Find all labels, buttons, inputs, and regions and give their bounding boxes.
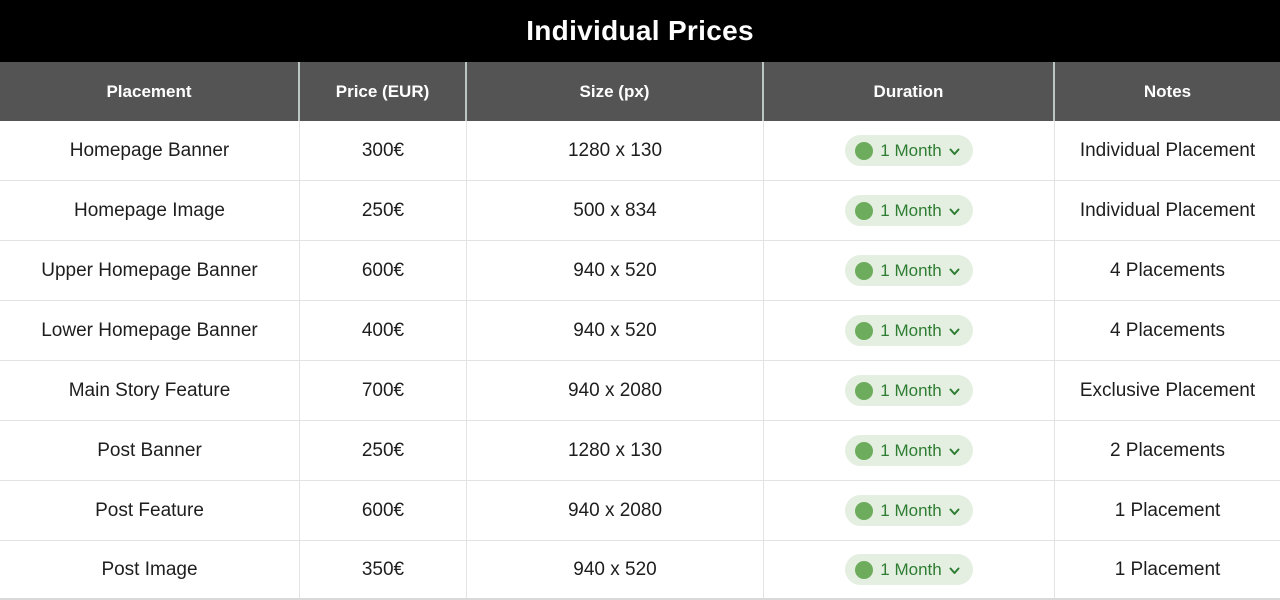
cell-notes: Individual Placement xyxy=(1079,139,1256,161)
chevron-down-icon xyxy=(949,208,960,215)
duration-label: 1 Month xyxy=(880,381,942,400)
chevron-down-icon xyxy=(949,567,960,574)
status-dot-icon xyxy=(855,560,874,579)
table-row: Homepage Banner 300€ 1280 x 130 1 Month … xyxy=(0,121,1280,181)
duration-dropdown[interactable]: 1 Month xyxy=(845,554,973,585)
duration-label: 1 Month xyxy=(880,441,942,460)
duration-label: 1 Month xyxy=(880,501,942,520)
status-dot-icon xyxy=(855,381,874,400)
status-dot-icon xyxy=(855,201,874,220)
cell-price: 250€ xyxy=(300,181,467,240)
table-row: Main Story Feature 700€ 940 x 2080 1 Mon… xyxy=(0,361,1280,421)
cell-placement: Homepage Banner xyxy=(0,121,300,180)
cell-size: 1280 x 130 xyxy=(467,121,764,180)
status-dot-icon xyxy=(855,261,874,280)
cell-placement: Homepage Image xyxy=(0,181,300,240)
cell-price: 300€ xyxy=(300,121,467,180)
duration-dropdown[interactable]: 1 Month xyxy=(845,375,973,406)
cell-placement: Lower Homepage Banner xyxy=(0,301,300,360)
table-row: Post Feature 600€ 940 x 2080 1 Month 1 P… xyxy=(0,481,1280,541)
cell-duration: 1 Month xyxy=(764,421,1055,480)
duration-label: 1 Month xyxy=(880,321,942,340)
table-row: Post Banner 250€ 1280 x 130 1 Month 2 Pl… xyxy=(0,421,1280,481)
chevron-down-icon xyxy=(949,148,960,155)
duration-dropdown[interactable]: 1 Month xyxy=(845,135,973,166)
cell-price: 250€ xyxy=(300,421,467,480)
table-row: Homepage Image 250€ 500 x 834 1 Month In… xyxy=(0,181,1280,241)
title-bar: Individual Prices xyxy=(0,0,1280,62)
cell-price: 700€ xyxy=(300,361,467,420)
cell-size: 940 x 2080 xyxy=(467,361,764,420)
column-header-placement: Placement xyxy=(0,62,300,121)
duration-dropdown[interactable]: 1 Month xyxy=(845,435,973,466)
cell-price: 350€ xyxy=(300,541,467,598)
cell-size: 940 x 520 xyxy=(467,541,764,598)
duration-label: 1 Month xyxy=(880,560,942,579)
table-row: Post Image 350€ 940 x 520 1 Month 1 Plac… xyxy=(0,541,1280,598)
duration-dropdown[interactable]: 1 Month xyxy=(845,195,973,226)
table-body: Homepage Banner 300€ 1280 x 130 1 Month … xyxy=(0,121,1280,598)
column-header-size: Size (px) xyxy=(467,62,764,121)
cell-price: 600€ xyxy=(300,241,467,300)
cell-notes: 2 Placements xyxy=(1109,439,1226,461)
chevron-down-icon xyxy=(949,448,960,455)
duration-label: 1 Month xyxy=(880,261,942,280)
duration-dropdown[interactable]: 1 Month xyxy=(845,255,973,286)
column-header-price: Price (EUR) xyxy=(300,62,467,121)
cell-duration: 1 Month xyxy=(764,301,1055,360)
duration-label: 1 Month xyxy=(880,141,942,160)
cell-size: 500 x 834 xyxy=(467,181,764,240)
cell-placement: Post Feature xyxy=(0,481,300,540)
cell-notes: 1 Placement xyxy=(1114,499,1221,521)
cell-notes: 4 Placements xyxy=(1109,259,1226,281)
cell-placement: Main Story Feature xyxy=(0,361,300,420)
cell-size: 940 x 2080 xyxy=(467,481,764,540)
status-dot-icon xyxy=(855,141,874,160)
cell-duration: 1 Month xyxy=(764,541,1055,598)
cell-placement: Post Image xyxy=(0,541,300,598)
cell-size: 940 x 520 xyxy=(467,301,764,360)
cell-price: 600€ xyxy=(300,481,467,540)
cell-size: 940 x 520 xyxy=(467,241,764,300)
status-dot-icon xyxy=(855,321,874,340)
cell-notes: Individual Placement xyxy=(1079,199,1256,221)
cell-duration: 1 Month xyxy=(764,361,1055,420)
chevron-down-icon xyxy=(949,508,960,515)
status-dot-icon xyxy=(855,501,874,520)
cell-notes: 4 Placements xyxy=(1109,319,1226,341)
cell-duration: 1 Month xyxy=(764,481,1055,540)
page-title: Individual Prices xyxy=(526,15,754,46)
status-dot-icon xyxy=(855,441,874,460)
duration-dropdown[interactable]: 1 Month xyxy=(845,495,973,526)
cell-notes: Exclusive Placement xyxy=(1079,379,1256,401)
cell-price: 400€ xyxy=(300,301,467,360)
cell-placement: Post Banner xyxy=(0,421,300,480)
table-row: Lower Homepage Banner 400€ 940 x 520 1 M… xyxy=(0,301,1280,361)
table-header-row: Placement Price (EUR) Size (px) Duration… xyxy=(0,62,1280,121)
chevron-down-icon xyxy=(949,268,960,275)
cell-duration: 1 Month xyxy=(764,241,1055,300)
chevron-down-icon xyxy=(949,388,960,395)
chevron-down-icon xyxy=(949,328,960,335)
cell-size: 1280 x 130 xyxy=(467,421,764,480)
cell-notes: 1 Placement xyxy=(1114,558,1221,580)
cell-duration: 1 Month xyxy=(764,121,1055,180)
duration-label: 1 Month xyxy=(880,201,942,220)
column-header-duration: Duration xyxy=(764,62,1055,121)
column-header-notes: Notes xyxy=(1143,81,1192,101)
cell-duration: 1 Month xyxy=(764,181,1055,240)
duration-dropdown[interactable]: 1 Month xyxy=(845,315,973,346)
table-row: Upper Homepage Banner 600€ 940 x 520 1 M… xyxy=(0,241,1280,301)
cell-placement: Upper Homepage Banner xyxy=(0,241,300,300)
